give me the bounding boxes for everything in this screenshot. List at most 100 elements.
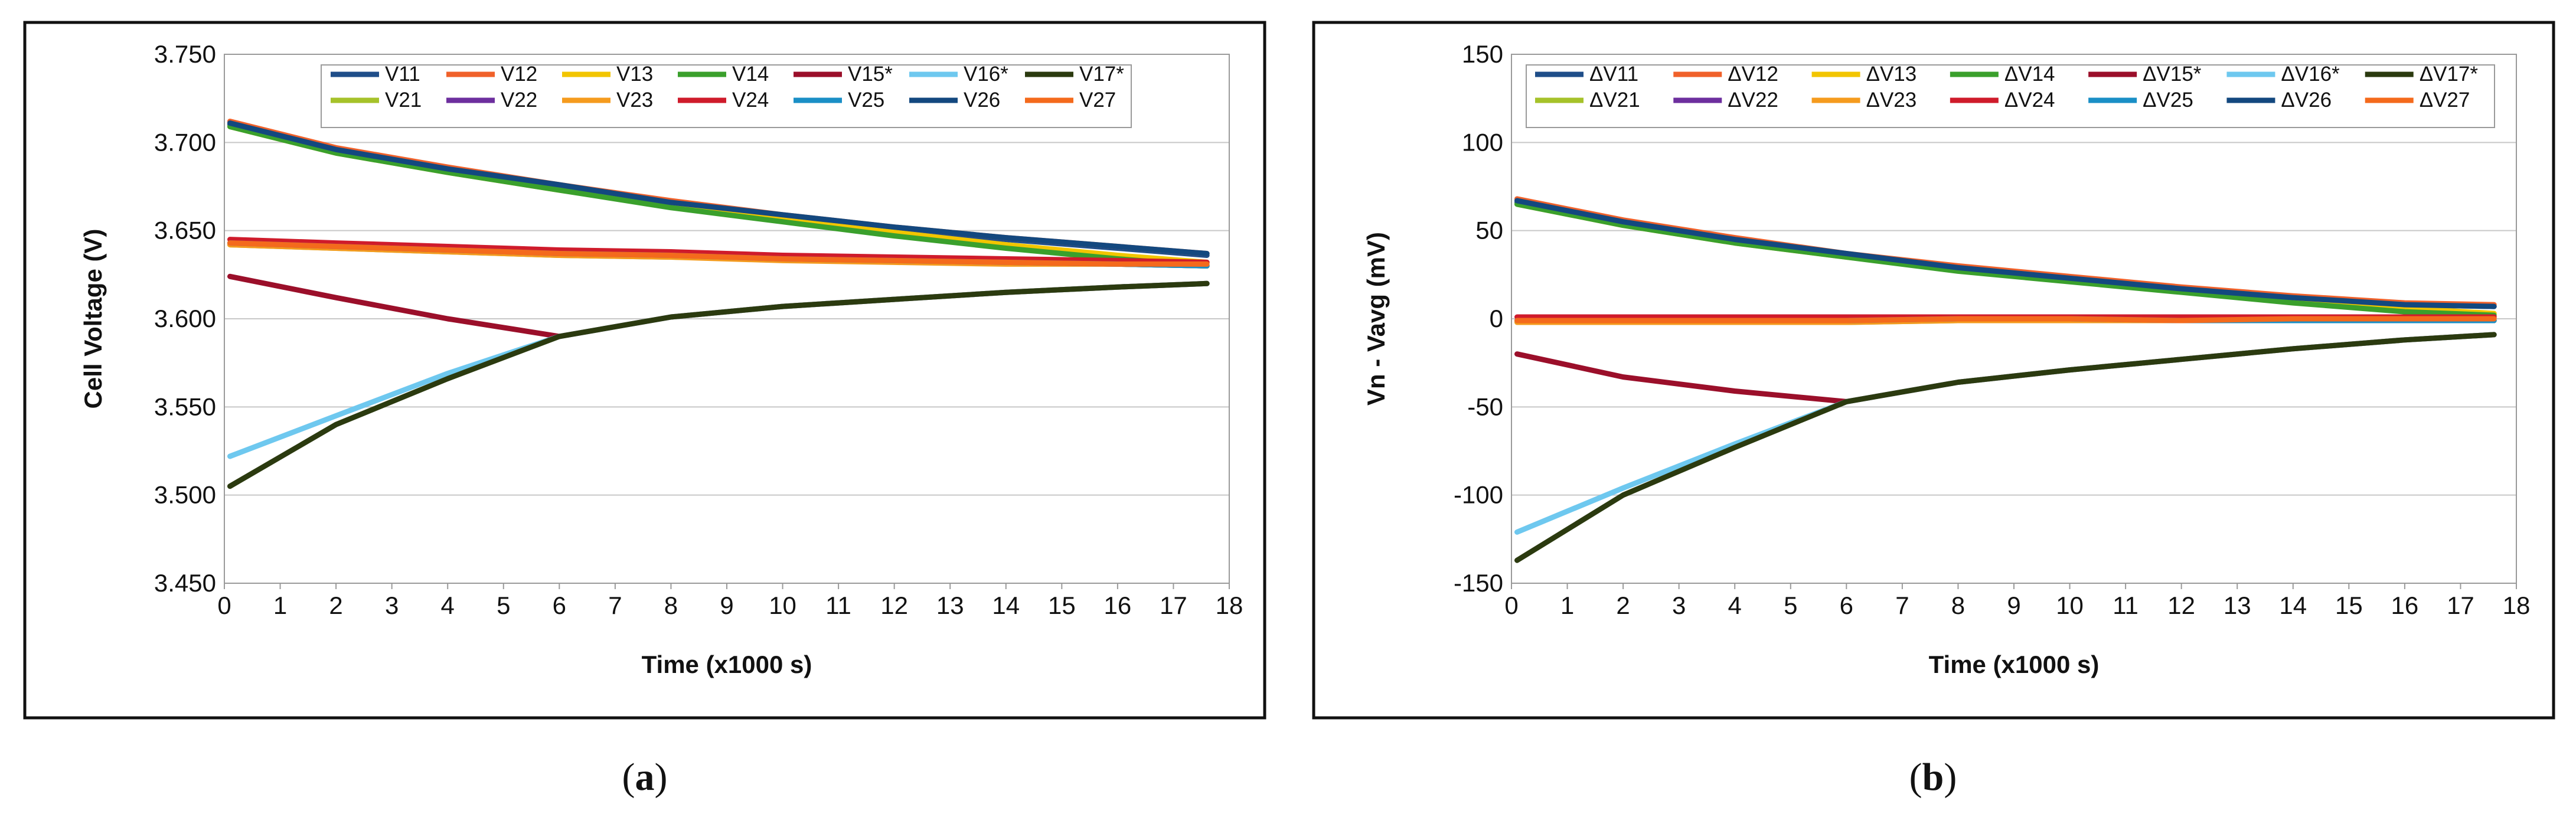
- panel-a-legend-label: V15*: [848, 63, 893, 86]
- panel-a-y-tick-label: 3.550: [154, 393, 216, 420]
- panel-b-legend: ΔV11 ΔV12 ΔV13 ΔV14 ΔV15* ΔV16* ΔV17* ΔV21 ΔV22 Δ…: [1526, 63, 2495, 128]
- panel-b-legend-label: ΔV21: [1589, 89, 1640, 112]
- panel-a-x-tick-label: 11: [825, 591, 851, 619]
- panel-a-x-tick-label: 9: [720, 591, 733, 619]
- panel-b-series-line-delta-v14: [1514, 201, 2497, 318]
- panel-a-legend-label: V16*: [964, 63, 1008, 86]
- panel-b-x-tick-label: 16: [2391, 591, 2419, 619]
- panel-a-y-tick-label: 3.500: [154, 481, 216, 509]
- panel-b-x-tick-label: 13: [2224, 591, 2251, 619]
- panel-a-legend-label: V11: [385, 63, 420, 86]
- panel-b-x-tick-label: 2: [1616, 591, 1630, 619]
- panel-a-legend-label: V22: [501, 89, 537, 112]
- caption-b-open: (: [1909, 756, 1922, 799]
- panel-a-xlabel: Time (x1000 s): [642, 651, 812, 678]
- panel-b-y-tick-label: 150: [1462, 40, 1503, 68]
- panel-b-x-tick-label: 5: [1784, 591, 1797, 619]
- panel-b-legend-label: ΔV25: [2143, 89, 2193, 112]
- panel-b-x-tick-label: 9: [2007, 591, 2020, 619]
- panel-b-x-tick-label: 7: [1895, 591, 1909, 619]
- panel-a-legend-label: V23: [616, 89, 653, 112]
- panel-a-y-tick-label: 3.700: [154, 128, 216, 156]
- panel-a-legend-label: V27: [1079, 89, 1116, 112]
- panel-b-legend-label: ΔV11: [1589, 63, 1638, 86]
- panel-a-legend-label: V14: [732, 63, 769, 86]
- panel-a-ylabel: Cell Voltage (V): [79, 229, 107, 409]
- panel-a-x-tick-label: 16: [1104, 591, 1132, 619]
- panel-b-legend-label: ΔV15*: [2143, 63, 2202, 86]
- panel-b-series-line-delta-v26: [1514, 198, 2497, 309]
- panel-b-legend-entries: ΔV11 ΔV12 ΔV13 ΔV14 ΔV15* ΔV16* ΔV17* ΔV21 ΔV22 Δ…: [1535, 63, 2478, 112]
- panel-b-x-tick-label: 1: [1560, 591, 1574, 619]
- panel-a-x-tick-label: 2: [329, 591, 342, 619]
- panel-b-legend-label: ΔV27: [2420, 89, 2470, 112]
- panel-a-x-tick-label: 10: [769, 591, 796, 619]
- panel-b-y-tick-label: 0: [1490, 305, 1503, 332]
- panel-a-x-tick-label: 6: [553, 591, 566, 619]
- caption-a-close: ): [655, 756, 668, 799]
- panel-a-y-ticks: 3.450 3.500 3.550 3.600 3.650 3.700 3.750: [154, 40, 216, 597]
- caption-b: (b): [1909, 756, 1957, 799]
- panel-a-series-line-v14: [227, 124, 1210, 269]
- panel-b-legend-label: ΔV13: [1866, 63, 1917, 86]
- panel-b-x-tick-label: 3: [1672, 591, 1686, 619]
- panel-b-legend-label: ΔV14: [2004, 63, 2055, 86]
- panel-a-x-tick-label: 15: [1048, 591, 1076, 619]
- panel-b-legend-label: ΔV23: [1866, 89, 1917, 112]
- panel-b-x-tick-label: 8: [1951, 591, 1965, 619]
- panel-a-series-line-v27: [227, 240, 1210, 267]
- panel-a-legend-label: V21: [385, 89, 422, 112]
- panel-b-y-tick-label: -100: [1454, 481, 1503, 509]
- panel-b-legend-label: ΔV24: [2004, 89, 2055, 112]
- panel-b-legend-label: ΔV26: [2281, 89, 2332, 112]
- panel-b-x-tick-label: 17: [2447, 591, 2474, 619]
- panel-a-x-tick-label: 13: [936, 591, 964, 619]
- panel-a-series: [227, 119, 1210, 489]
- panel-b-x-tick-label: 4: [1728, 591, 1742, 619]
- panel-b-x-tick-label: 11: [2113, 591, 2138, 619]
- panel-a-series-line-v26: [227, 120, 1210, 256]
- panel-b-ylabel: Vn - Vavg (mV): [1362, 232, 1390, 406]
- panel-a-x-tick-label: 4: [441, 591, 455, 619]
- panel-a-x-tick-label: 12: [880, 591, 908, 619]
- panel-a-x-tick-label: 14: [992, 591, 1020, 619]
- panel-b-x-tick-label: 0: [1504, 591, 1518, 619]
- panel-a-legend-label: V26: [964, 89, 1000, 112]
- panel-b-y-tick-label: -50: [1467, 393, 1503, 420]
- panel-b-legend-label: ΔV12: [1728, 63, 1778, 86]
- panel-b-y-ticks: -150 -100 -50 0 50 100 150: [1454, 40, 1503, 597]
- caption-a-letter: a: [635, 756, 655, 799]
- panel-a-series-line-v24: [227, 237, 1210, 265]
- panel-b-legend-label: ΔV22: [1728, 89, 1778, 112]
- panel-a-x-tick-label: 17: [1160, 591, 1187, 619]
- panel-a-legend-label: V25: [848, 89, 884, 112]
- caption-a-open: (: [622, 756, 635, 799]
- panel-b-x-tick-label: 10: [2056, 591, 2084, 619]
- panel-b-series-line-delta-v17-star: [1514, 332, 2497, 563]
- panel-b-x-tick-label: 15: [2335, 591, 2363, 619]
- panel-b-x-tick-label: 12: [2167, 591, 2195, 619]
- panel-b-x-ticks: 0 1 2 3 4 5 6 7 8 9 10 11 12 13 14 15 16 17 18: [1504, 583, 2530, 619]
- panel-a-x-tick-label: 1: [273, 591, 287, 619]
- panel-a-x-tick-label: 5: [497, 591, 510, 619]
- panel-a-x-tick-label: 0: [217, 591, 231, 619]
- panel-a-y-tick-label: 3.450: [154, 569, 216, 597]
- panel-a-legend-label: V24: [732, 89, 769, 112]
- panel-b-legend-label: ΔV16*: [2281, 63, 2340, 86]
- caption-b-close: ): [1944, 756, 1957, 799]
- panel-b-xlabel: Time (x1000 s): [1929, 651, 2100, 678]
- panel-b-x-tick-label: 6: [1840, 591, 1853, 619]
- panel-a-y-tick-label: 3.650: [154, 217, 216, 244]
- panel-a-series-line-v17-star: [227, 280, 1210, 489]
- panel-b-frame: [1312, 21, 2555, 720]
- panel-b-x-tick-label: 18: [2503, 591, 2531, 619]
- panel-a-legend-entries: V11 V12 V13 V14 V15* V16* V17* V21 V22 V23 V24 V25 V…: [331, 63, 1124, 112]
- panel-b-legend-label: ΔV17*: [2420, 63, 2479, 86]
- panel-a-x-ticks: 0 1 2 3 4 5 6 7 8 9 10 11 12 13 14 15 16 17 18: [217, 583, 1243, 619]
- panel-a-x-tick-label: 3: [385, 591, 399, 619]
- panel-b-y-tick-label: -150: [1454, 569, 1503, 597]
- panel-b-series: [1514, 196, 2497, 563]
- panel-a-legend-label: V13: [616, 63, 653, 86]
